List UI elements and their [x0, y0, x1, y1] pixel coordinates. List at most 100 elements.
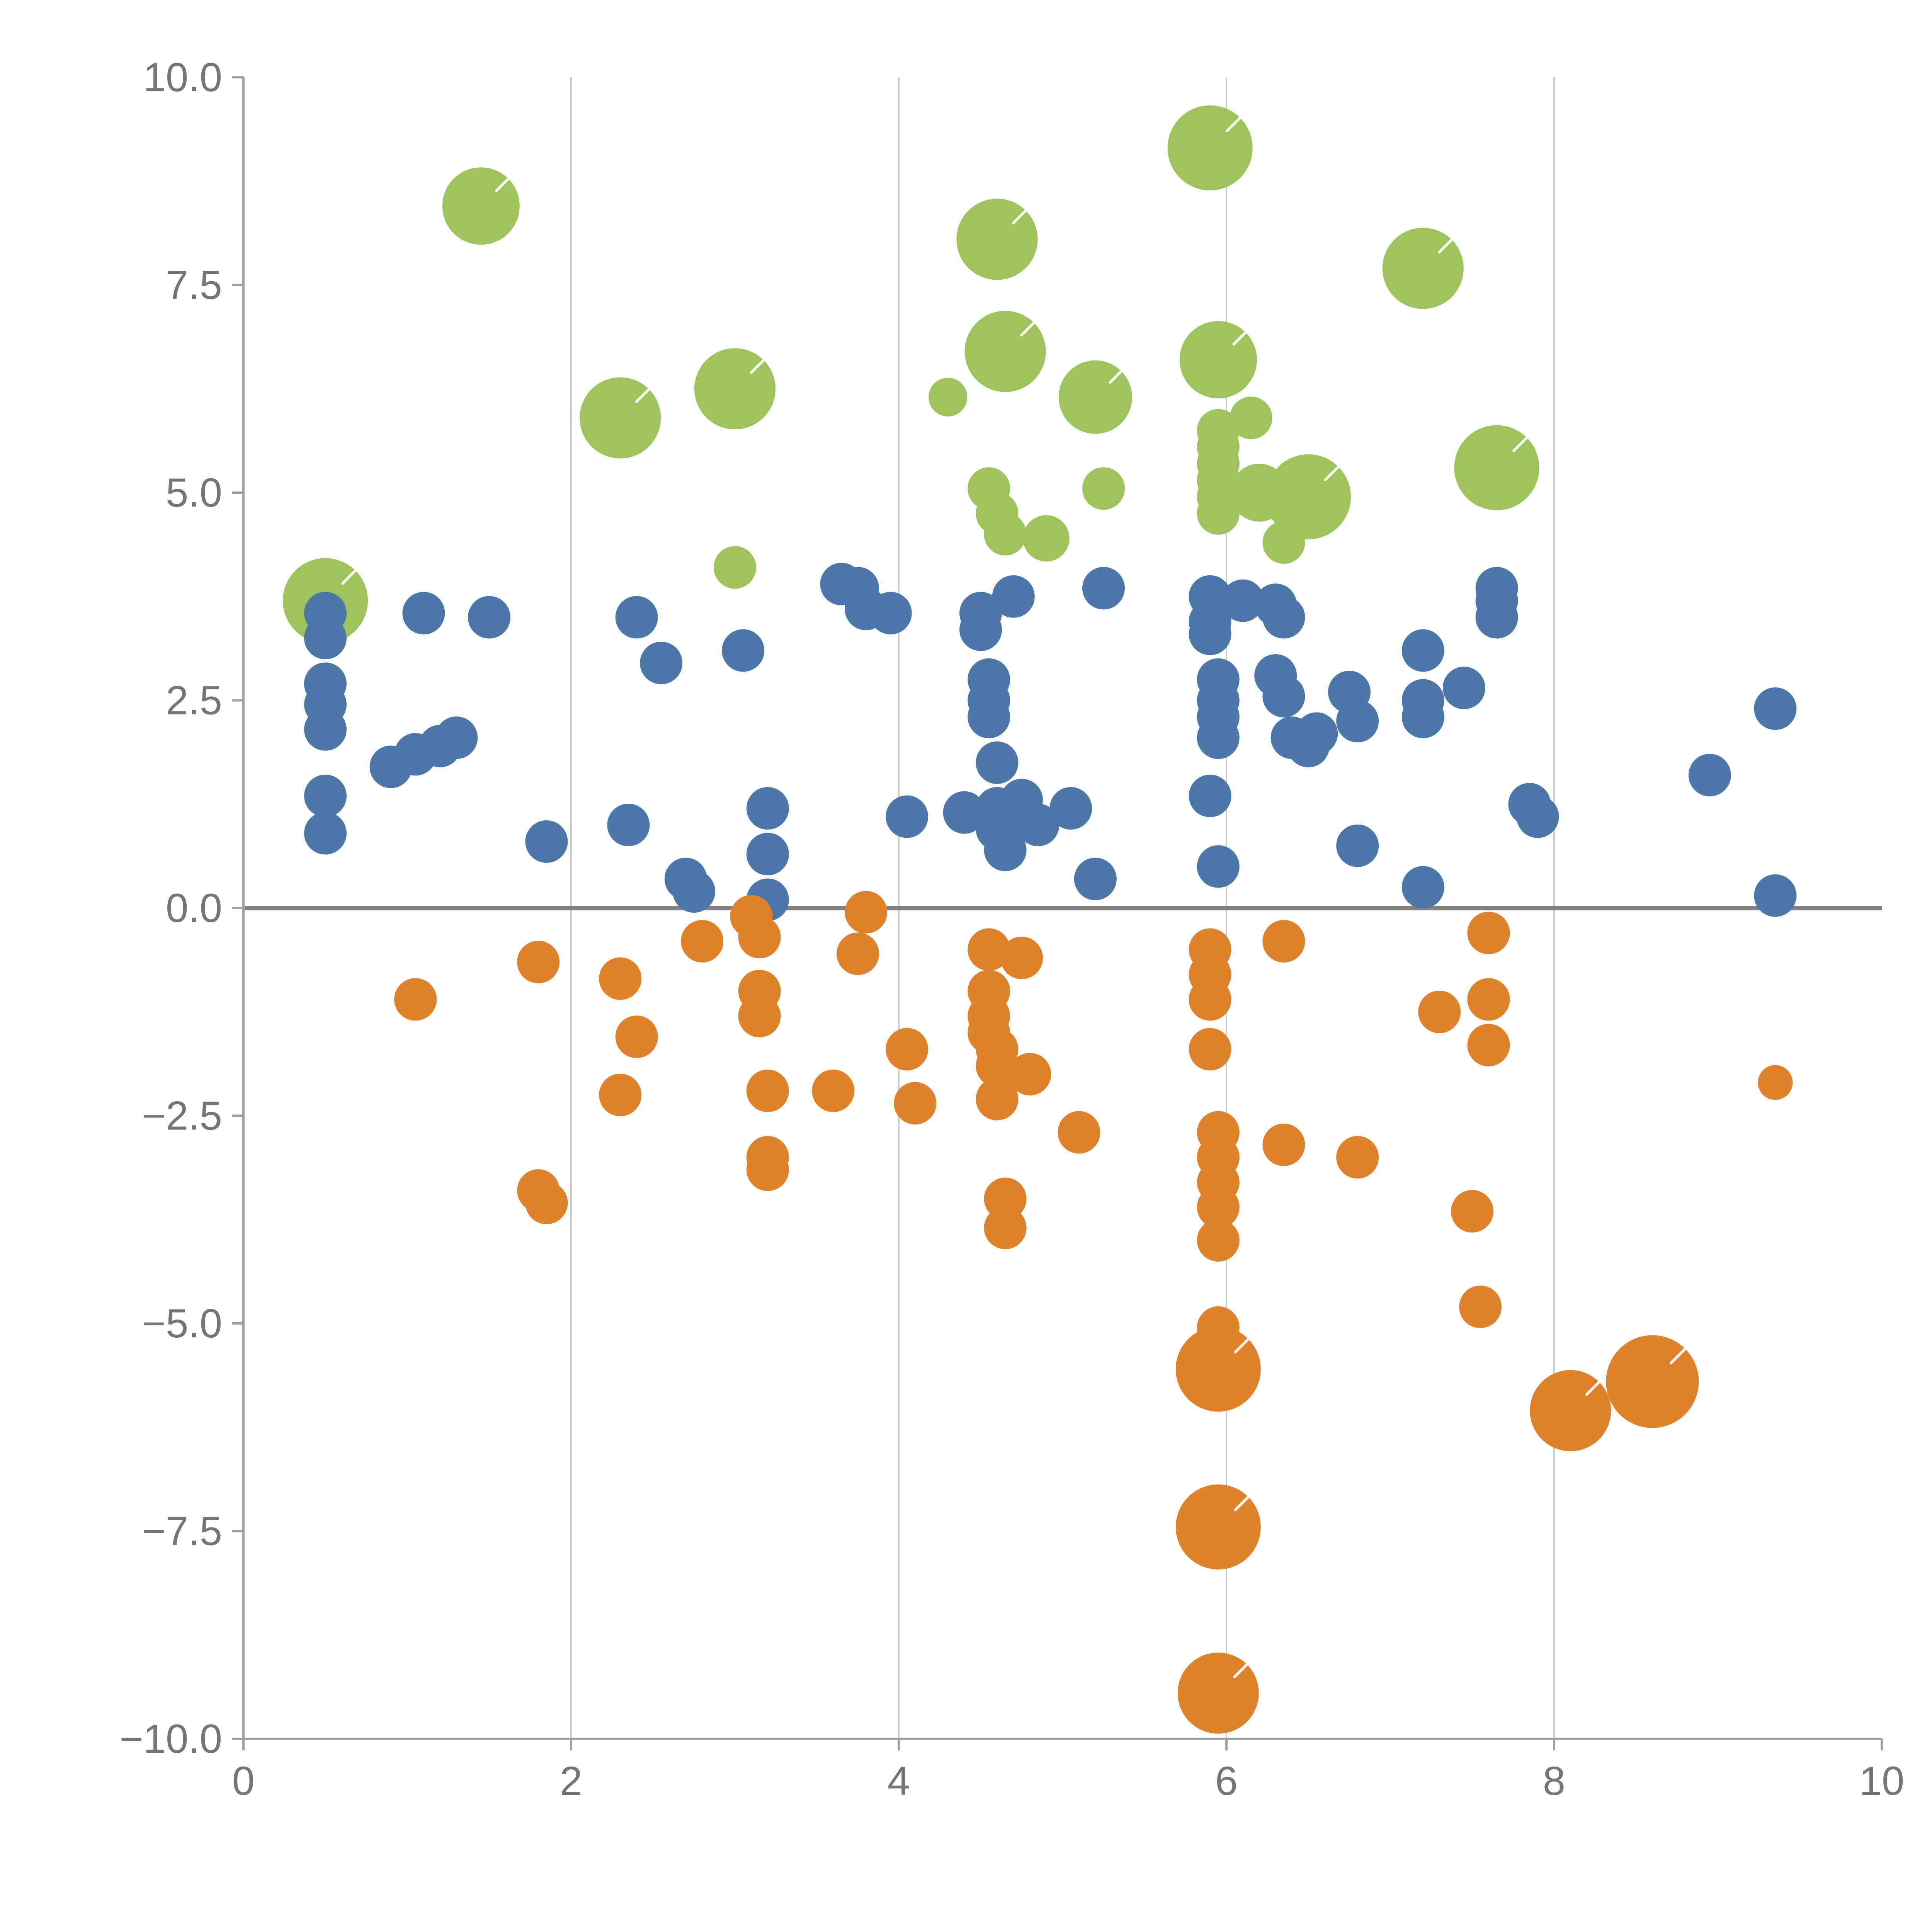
data-point-orange — [1262, 920, 1305, 963]
data-point-blue — [943, 791, 986, 834]
y-tick-label: 10.0 — [143, 55, 222, 100]
data-point-blue — [1336, 700, 1379, 743]
x-tick-label: 4 — [888, 1759, 910, 1804]
data-point-blue — [615, 596, 658, 639]
data-point-blue — [304, 774, 347, 817]
data-point-blue — [746, 833, 789, 876]
data-point-blue — [1049, 787, 1092, 830]
data-point-orange — [1467, 912, 1510, 954]
x-tick-label: 10 — [1859, 1759, 1905, 1804]
data-point-orange — [738, 995, 781, 1037]
data-point-orange — [894, 1082, 937, 1125]
y-tick-label: −5.0 — [142, 1301, 222, 1346]
data-point-orange — [1058, 1111, 1100, 1154]
data-point-orange — [1009, 1053, 1051, 1095]
data-point-blue — [402, 592, 445, 634]
bubble-highlight — [1438, 235, 1456, 253]
data-point-orange — [1758, 1065, 1793, 1100]
bubble-highlight — [1585, 1378, 1604, 1396]
data-point-green — [929, 378, 968, 417]
bubble-highlight — [1109, 367, 1126, 384]
bubble-highlight — [1020, 318, 1038, 337]
data-point-blue — [1336, 824, 1379, 867]
x-tick-label: 8 — [1543, 1759, 1565, 1804]
data-point-blue — [1189, 774, 1231, 817]
data-point-orange — [1451, 1190, 1493, 1233]
data-point-blue — [468, 596, 510, 639]
bubble-highlight — [1234, 1492, 1253, 1512]
data-point-orange — [615, 1015, 658, 1058]
bubble-highlight — [1669, 1344, 1690, 1364]
data-point-orange — [1459, 1286, 1502, 1328]
data-point-green — [984, 513, 1027, 556]
data-point-orange — [738, 916, 781, 959]
data-point-blue — [722, 629, 765, 672]
data-point-green — [1230, 396, 1272, 439]
data-point-orange — [968, 928, 1010, 971]
bubble-highlight — [1512, 433, 1531, 452]
data-point-blue — [869, 592, 912, 634]
data-point-blue — [1017, 804, 1060, 846]
data-point-orange — [976, 1044, 1019, 1087]
data-point-orange — [746, 1148, 789, 1191]
data-point-orange — [394, 978, 437, 1021]
data-point-orange — [525, 1182, 568, 1225]
data-point-blue — [1475, 596, 1518, 639]
data-point-blue — [984, 828, 1027, 871]
data-point-orange — [1000, 937, 1043, 979]
bubble-highlight — [341, 566, 360, 585]
data-point-orange — [837, 932, 879, 975]
data-point-orange — [517, 940, 560, 983]
data-point-blue — [886, 795, 929, 838]
data-point-green — [1082, 467, 1125, 510]
data-point-blue — [1197, 845, 1240, 888]
data-point-blue — [304, 708, 347, 751]
data-point-orange — [984, 1177, 1027, 1220]
data-point-blue — [1221, 579, 1264, 622]
data-point-orange — [599, 957, 642, 1000]
data-point-blue — [304, 617, 347, 660]
data-point-blue — [1442, 667, 1485, 709]
data-point-blue — [746, 787, 789, 830]
data-point-blue — [1516, 795, 1559, 838]
x-tick-label: 2 — [560, 1759, 582, 1804]
data-point-orange — [1467, 1024, 1510, 1066]
data-point-orange — [1336, 1136, 1379, 1179]
axis-group — [232, 76, 1883, 1750]
bubble-highlight — [1233, 1660, 1252, 1679]
data-point-blue — [1082, 567, 1125, 610]
data-point-orange — [976, 1078, 1019, 1121]
bubble-highlight — [495, 174, 513, 192]
bubble-highlight — [1226, 113, 1245, 133]
data-point-orange — [984, 1206, 1027, 1249]
data-point-blue — [673, 870, 715, 913]
points-group — [283, 105, 1797, 1734]
data-point-orange — [1189, 978, 1231, 1021]
data-point-green — [714, 546, 756, 589]
tick-label-group: 10.0 7.5 5.0 2.5 0.0 −2.5 −5.0 −7.5 −10.00 2 4 6 8 10 — [119, 55, 1904, 1804]
data-point-orange — [681, 920, 724, 963]
data-point-orange — [599, 1073, 642, 1116]
data-point-green — [1023, 515, 1070, 562]
data-point-orange — [1197, 1219, 1240, 1262]
data-point-orange — [1262, 1123, 1305, 1166]
data-point-blue — [1754, 874, 1797, 917]
y-tick-label: −7.5 — [142, 1509, 222, 1554]
data-point-green — [1197, 492, 1240, 535]
y-tick-label: −10.0 — [119, 1716, 222, 1762]
data-point-blue — [1295, 712, 1338, 755]
data-point-blue — [1197, 716, 1240, 759]
data-point-blue — [525, 820, 568, 863]
y-tick-label: 2.5 — [166, 678, 222, 723]
y-tick-label: 5.0 — [166, 470, 222, 515]
data-point-blue — [607, 804, 650, 846]
y-tick-label: −2.5 — [142, 1094, 222, 1139]
bubble-highlight — [1324, 462, 1343, 481]
bubble-highlight — [635, 385, 653, 403]
data-point-blue — [1401, 866, 1444, 909]
data-point-blue — [1401, 696, 1444, 738]
bubble-highlight — [1012, 206, 1030, 224]
data-point-blue — [304, 812, 347, 855]
